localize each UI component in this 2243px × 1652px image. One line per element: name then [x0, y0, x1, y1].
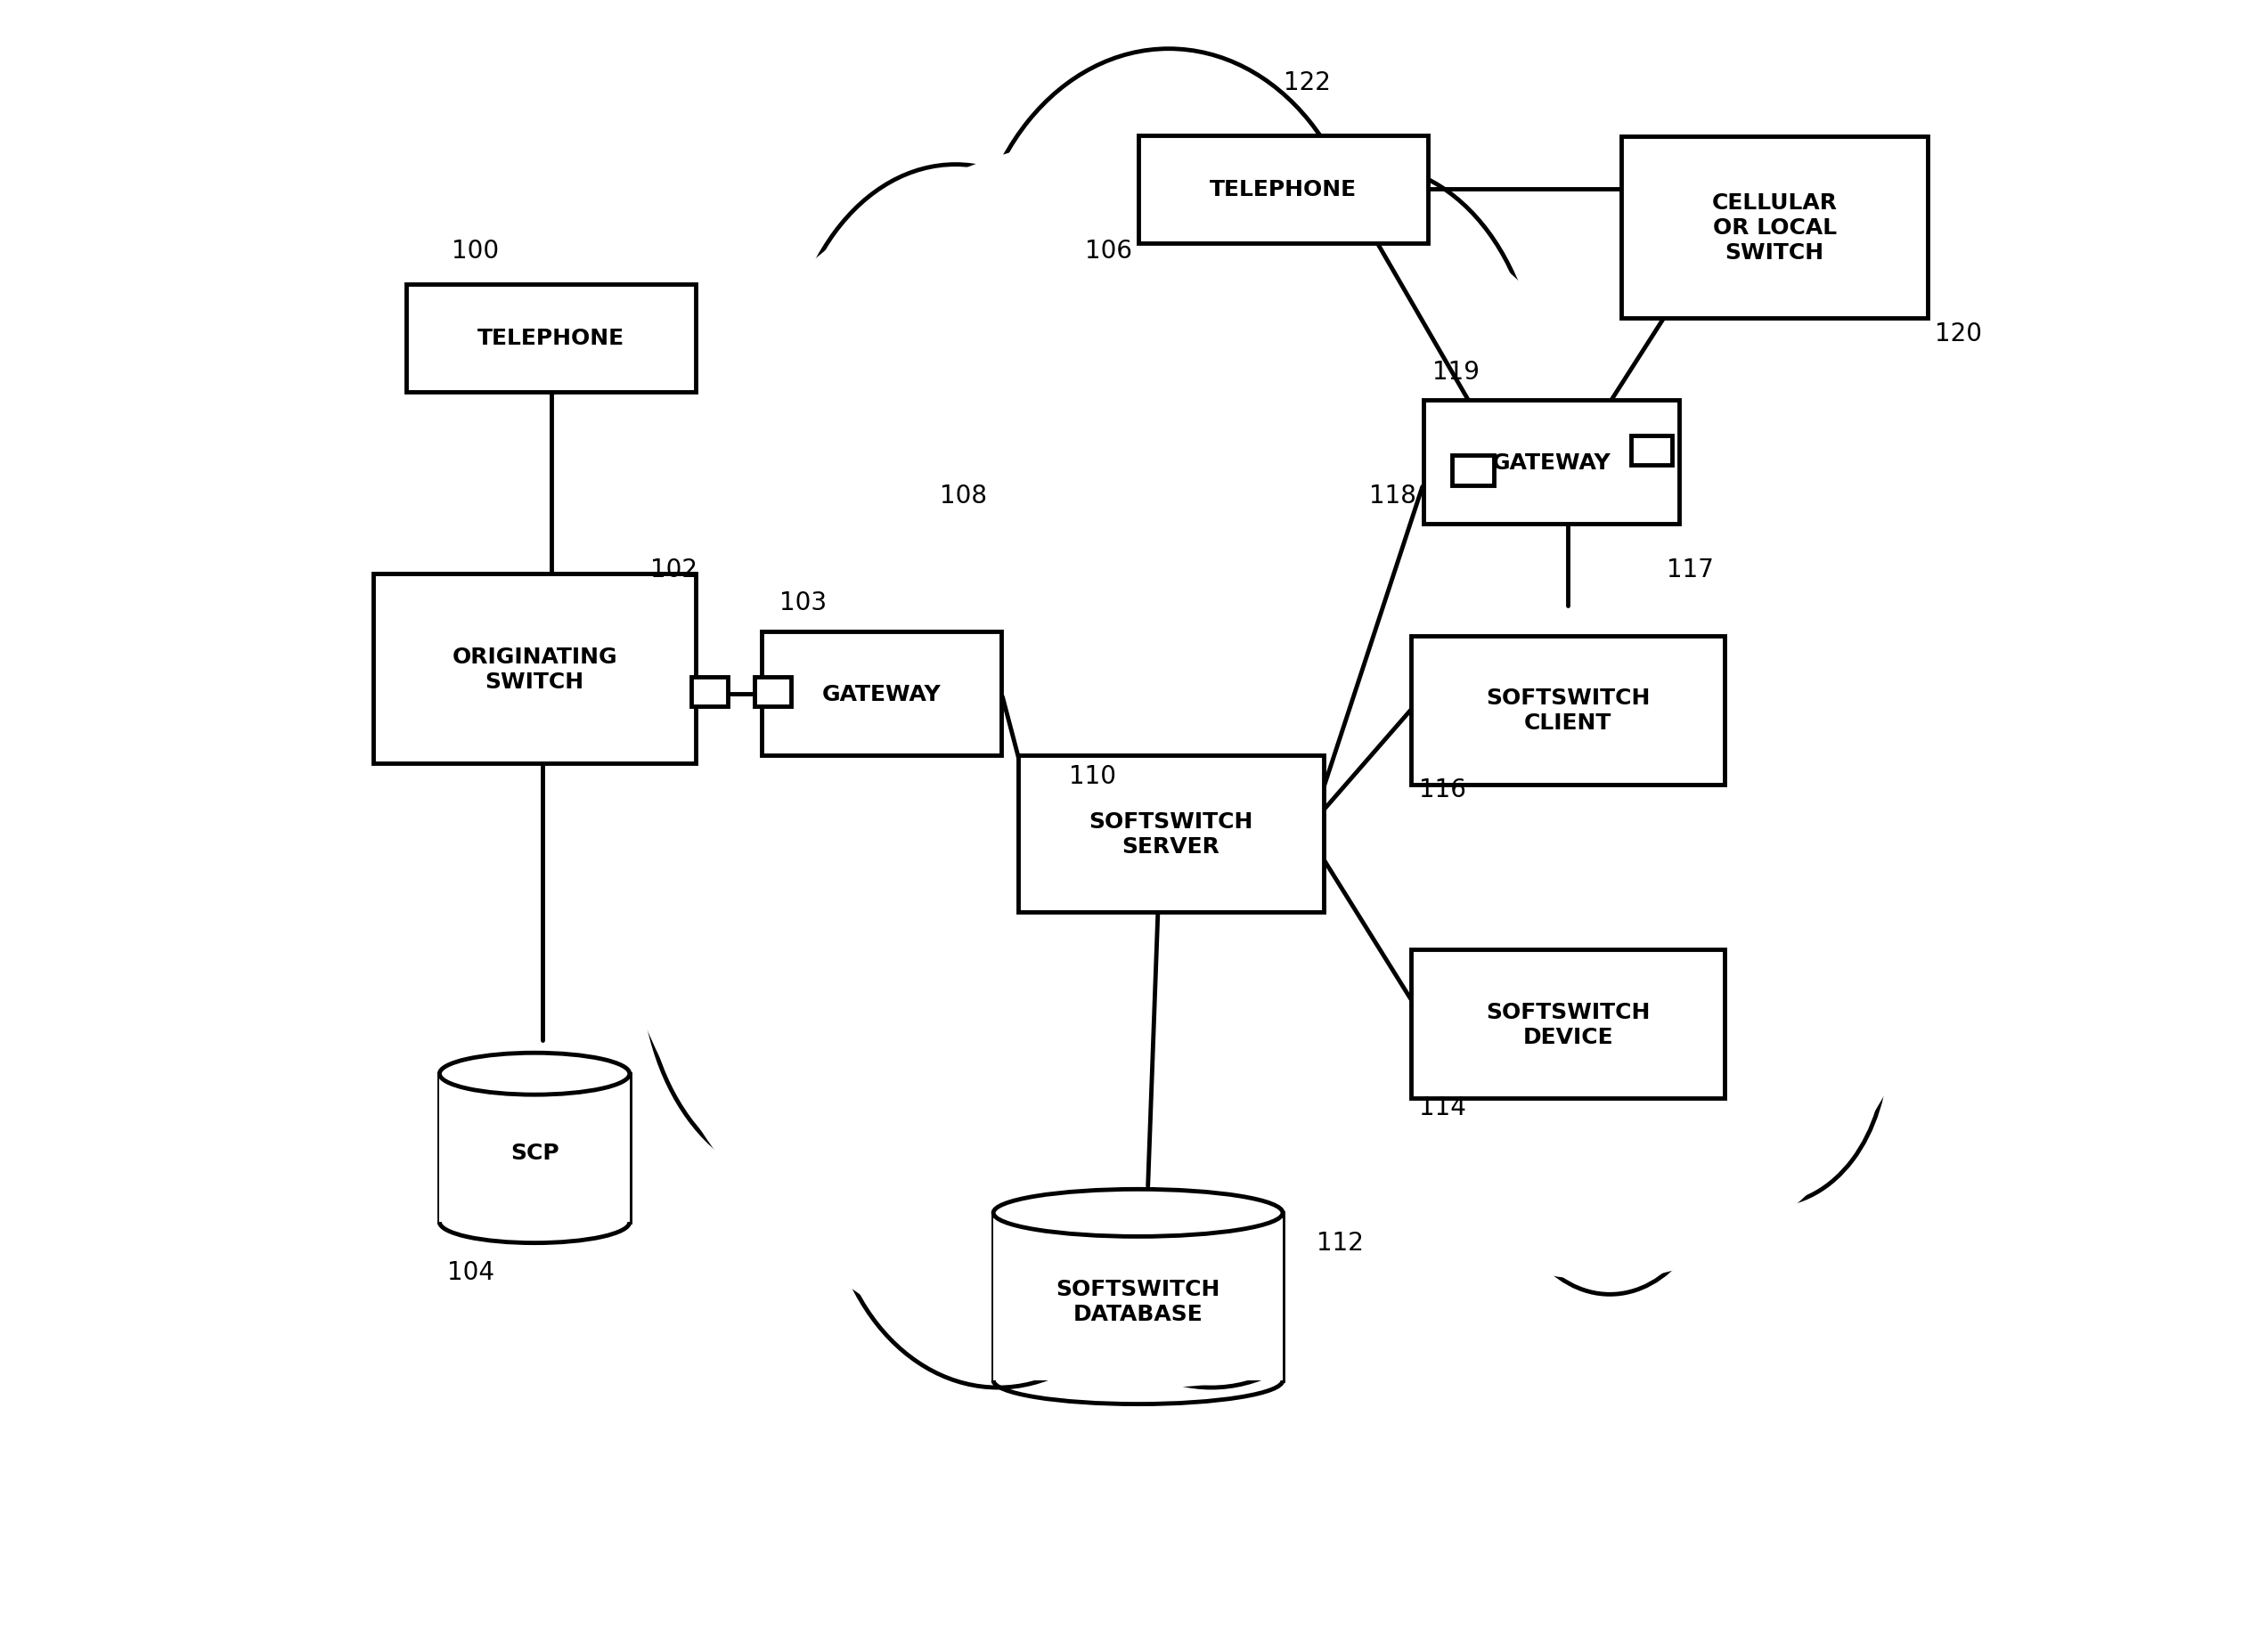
Text: 114: 114 [1420, 1094, 1467, 1120]
FancyBboxPatch shape [1451, 456, 1494, 486]
Ellipse shape [1353, 463, 1667, 892]
FancyBboxPatch shape [1139, 137, 1429, 243]
Text: 100: 100 [451, 238, 500, 264]
Text: TELEPHONE: TELEPHONE [478, 329, 624, 349]
Ellipse shape [628, 446, 942, 876]
Text: 119: 119 [1433, 358, 1480, 385]
Text: 102: 102 [650, 557, 698, 583]
Ellipse shape [1270, 747, 1467, 1032]
Text: 103: 103 [778, 590, 828, 616]
Text: SCP: SCP [509, 1142, 559, 1163]
FancyBboxPatch shape [763, 633, 1003, 755]
Text: TELEPHONE: TELEPHONE [1209, 180, 1357, 200]
Text: 116: 116 [1420, 776, 1467, 803]
FancyBboxPatch shape [1631, 436, 1671, 466]
FancyBboxPatch shape [1411, 950, 1725, 1099]
Ellipse shape [1655, 895, 1886, 1206]
Ellipse shape [1610, 474, 1842, 760]
FancyBboxPatch shape [754, 677, 792, 707]
Text: 118: 118 [1370, 482, 1418, 509]
FancyBboxPatch shape [440, 1074, 630, 1222]
Text: GATEWAY: GATEWAY [823, 684, 942, 704]
Text: 122: 122 [1283, 69, 1330, 96]
Text: GATEWAY: GATEWAY [1492, 453, 1610, 472]
Ellipse shape [440, 1054, 630, 1095]
Ellipse shape [994, 1189, 1283, 1237]
Text: 120: 120 [1936, 320, 1983, 347]
FancyBboxPatch shape [1411, 636, 1725, 785]
Ellipse shape [785, 165, 1126, 628]
Ellipse shape [1254, 405, 1949, 1280]
Ellipse shape [828, 958, 1169, 1388]
Ellipse shape [1041, 958, 1382, 1388]
Ellipse shape [1323, 925, 1557, 1236]
Text: 117: 117 [1667, 557, 1714, 583]
FancyBboxPatch shape [691, 677, 729, 707]
FancyBboxPatch shape [1424, 400, 1680, 525]
FancyBboxPatch shape [994, 1213, 1283, 1381]
FancyBboxPatch shape [1622, 137, 1927, 319]
Ellipse shape [592, 132, 1716, 1388]
Ellipse shape [1503, 1009, 1718, 1295]
Text: 104: 104 [446, 1259, 493, 1285]
Text: 110: 110 [1068, 763, 1115, 790]
Text: SOFTSWITCH
DEVICE: SOFTSWITCH DEVICE [1485, 1001, 1651, 1047]
FancyBboxPatch shape [372, 575, 695, 763]
Ellipse shape [1725, 687, 1922, 973]
Ellipse shape [1263, 509, 1512, 819]
FancyBboxPatch shape [406, 284, 695, 392]
Ellipse shape [1440, 390, 1673, 700]
Ellipse shape [969, 50, 1368, 545]
Text: SOFTSWITCH
DATABASE: SOFTSWITCH DATABASE [1056, 1279, 1220, 1325]
Text: SOFTSWITCH
CLIENT: SOFTSWITCH CLIENT [1485, 687, 1651, 733]
Text: CELLULAR
OR LOCAL
SWITCH: CELLULAR OR LOCAL SWITCH [1711, 193, 1837, 263]
Text: ORIGINATING
SWITCH: ORIGINATING SWITCH [451, 646, 617, 692]
Text: 108: 108 [940, 482, 987, 509]
Ellipse shape [644, 752, 956, 1181]
Text: SOFTSWITCH
SERVER: SOFTSWITCH SERVER [1090, 811, 1254, 857]
Text: 112: 112 [1317, 1229, 1364, 1256]
Ellipse shape [1198, 165, 1539, 628]
Text: 106: 106 [1086, 238, 1133, 264]
FancyBboxPatch shape [1018, 755, 1323, 912]
Ellipse shape [1240, 793, 1610, 1256]
